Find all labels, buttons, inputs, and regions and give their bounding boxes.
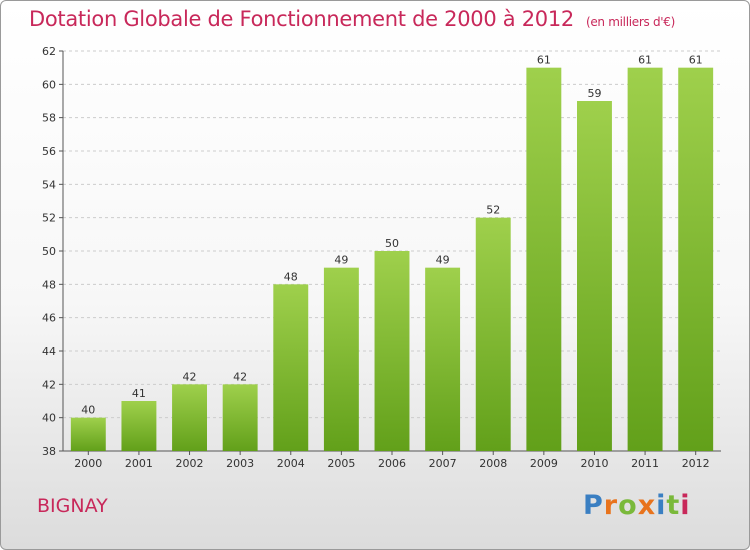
proxiti-logo: Proxiti xyxy=(583,490,691,521)
bar xyxy=(678,67,714,452)
y-tick-label: 46 xyxy=(42,312,56,325)
bar xyxy=(374,251,410,451)
data-label: 61 xyxy=(537,54,551,67)
y-tick-label: 58 xyxy=(42,112,56,125)
y-tick-label: 60 xyxy=(42,78,56,91)
x-tick-label: 2004 xyxy=(277,457,305,470)
data-label: 61 xyxy=(638,54,652,67)
x-tick-label: 2012 xyxy=(682,457,710,470)
x-tick-label: 2001 xyxy=(125,457,153,470)
chart-unit: (en milliers d'€) xyxy=(585,15,675,29)
y-tick-label: 50 xyxy=(42,245,56,258)
x-tick-label: 2011 xyxy=(631,457,659,470)
bar xyxy=(526,67,562,452)
x-tick-label: 2006 xyxy=(378,457,406,470)
x-tick-label: 2009 xyxy=(530,457,558,470)
y-tick-label: 38 xyxy=(42,445,56,458)
bar xyxy=(475,217,511,451)
y-tick-label: 42 xyxy=(42,378,56,391)
logo-letter: x xyxy=(637,490,657,521)
y-tick-label: 56 xyxy=(42,145,56,158)
data-label: 52 xyxy=(486,204,500,217)
bar xyxy=(323,267,359,451)
bar xyxy=(627,67,663,452)
x-tick-label: 2005 xyxy=(327,457,355,470)
bar xyxy=(273,284,309,451)
logo-letter: i xyxy=(680,490,691,521)
y-tick-label: 54 xyxy=(42,178,56,191)
logo-letter: r xyxy=(603,490,619,521)
bar xyxy=(70,417,106,451)
bar xyxy=(121,401,157,451)
y-tick-label: 52 xyxy=(42,212,56,225)
x-tick-label: 2003 xyxy=(226,457,254,470)
data-label: 49 xyxy=(436,254,450,267)
data-label: 48 xyxy=(284,270,298,283)
bar xyxy=(172,384,208,451)
logo-letter: t xyxy=(666,490,681,521)
logo-letter: i xyxy=(656,490,667,521)
x-tick-label: 2002 xyxy=(176,457,204,470)
data-label: 50 xyxy=(385,237,399,250)
y-tick-label: 48 xyxy=(42,278,56,291)
chart-title: Dotation Globale de Fonctionnement de 20… xyxy=(29,7,675,31)
commune-name: BIGNAY xyxy=(37,495,108,517)
logo-letter: o xyxy=(618,490,638,521)
data-label: 42 xyxy=(233,370,247,383)
chart-title-text: Dotation Globale de Fonctionnement de 20… xyxy=(29,7,574,31)
data-label: 49 xyxy=(334,254,348,267)
bar xyxy=(425,267,461,451)
y-tick-label: 62 xyxy=(42,45,56,58)
bar xyxy=(576,101,612,451)
data-label: 41 xyxy=(132,387,146,400)
y-tick-label: 40 xyxy=(42,412,56,425)
data-label: 61 xyxy=(689,54,703,67)
x-tick-label: 2000 xyxy=(74,457,102,470)
x-tick-label: 2007 xyxy=(429,457,457,470)
logo-letter: P xyxy=(583,490,604,521)
y-tick-label: 44 xyxy=(42,345,56,358)
x-tick-label: 2010 xyxy=(580,457,608,470)
data-label: 42 xyxy=(183,370,197,383)
x-tick-label: 2008 xyxy=(479,457,507,470)
bar xyxy=(222,384,258,451)
data-label: 59 xyxy=(587,87,601,100)
data-label: 40 xyxy=(81,404,95,417)
